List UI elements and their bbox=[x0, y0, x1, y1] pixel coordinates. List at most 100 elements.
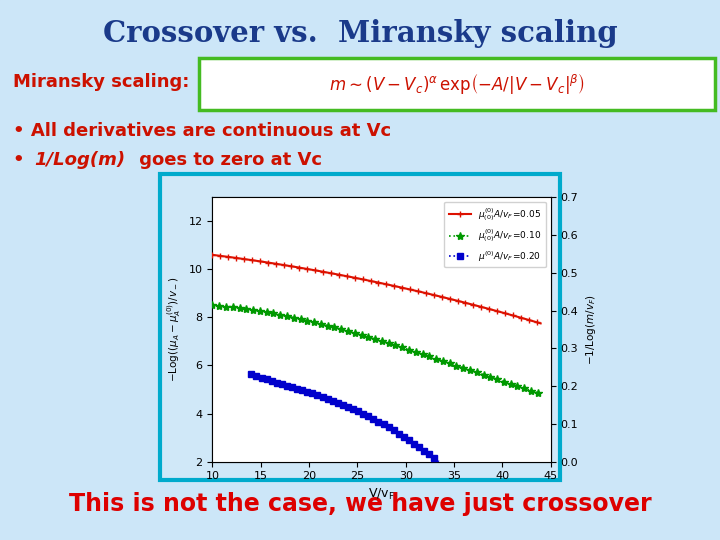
Bar bbox=[0, 2, 720, 9]
Bar bbox=[0, 0, 720, 6]
Bar bbox=[0, 0, 720, 6]
Bar bbox=[0, 1, 720, 7]
Bar bbox=[0, 3, 720, 9]
Bar bbox=[0, 0, 720, 6]
Bar bbox=[0, 1, 720, 8]
Bar bbox=[0, 3, 720, 10]
Bar bbox=[0, 0, 720, 6]
Bar bbox=[0, 2, 720, 9]
Bar bbox=[0, 1, 720, 7]
Text: This is not the case, we have just crossover: This is not the case, we have just cross… bbox=[68, 492, 652, 516]
FancyBboxPatch shape bbox=[160, 174, 560, 480]
Bar bbox=[0, 3, 720, 9]
Bar bbox=[0, 4, 720, 11]
Bar bbox=[0, 3, 720, 9]
Bar bbox=[0, 0, 720, 5]
Bar bbox=[0, 0, 720, 6]
Bar bbox=[0, 2, 720, 9]
Bar bbox=[0, 1, 720, 8]
Bar bbox=[0, 3, 720, 9]
Bar bbox=[0, 1, 720, 7]
Bar bbox=[0, 4, 720, 11]
Bar bbox=[0, 0, 720, 6]
Bar bbox=[0, 2, 720, 8]
Bar bbox=[0, 2, 720, 8]
Bar bbox=[0, 0, 720, 6]
Bar bbox=[0, 3, 720, 10]
Bar bbox=[0, 3, 720, 10]
Bar bbox=[0, 3, 720, 10]
Bar bbox=[0, 0, 720, 5]
Bar bbox=[0, 0, 720, 6]
Bar bbox=[0, 4, 720, 11]
Bar bbox=[0, 2, 720, 8]
Bar bbox=[0, 1, 720, 8]
Bar bbox=[0, 0, 720, 6]
Bar bbox=[0, 1, 720, 8]
Bar bbox=[0, 1, 720, 8]
Bar bbox=[0, 1, 720, 7]
Bar bbox=[0, 1, 720, 8]
Bar bbox=[0, 0, 720, 6]
Bar bbox=[0, 4, 720, 10]
Bar bbox=[0, 1, 720, 7]
Bar bbox=[0, 0, 720, 6]
Bar bbox=[0, 1, 720, 7]
Bar bbox=[0, 4, 720, 10]
Bar bbox=[0, 2, 720, 9]
Bar bbox=[0, 0, 720, 6]
Bar bbox=[0, 0, 720, 6]
Bar bbox=[0, 0, 720, 6]
Bar bbox=[0, 3, 720, 10]
Text: • All derivatives are continuous at Vc: • All derivatives are continuous at Vc bbox=[13, 122, 391, 139]
Bar bbox=[0, 0, 720, 6]
Bar bbox=[0, 4, 720, 11]
Bar bbox=[0, 0, 720, 5]
Bar bbox=[0, 3, 720, 9]
Text: Crossover vs.  Miransky scaling: Crossover vs. Miransky scaling bbox=[103, 19, 617, 48]
Bar bbox=[0, 3, 720, 10]
Bar bbox=[0, 1, 720, 7]
FancyBboxPatch shape bbox=[199, 58, 715, 110]
Bar bbox=[0, 4, 720, 10]
Bar bbox=[0, 0, 720, 5]
Bar bbox=[0, 2, 720, 9]
Bar bbox=[0, 3, 720, 10]
Bar bbox=[0, 3, 720, 9]
Bar bbox=[0, 1, 720, 7]
Bar bbox=[0, 1, 720, 8]
Bar bbox=[0, 4, 720, 10]
Bar bbox=[0, 3, 720, 9]
Bar bbox=[0, 0, 720, 5]
Bar bbox=[0, 2, 720, 9]
Bar bbox=[0, 3, 720, 10]
Bar bbox=[0, 3, 720, 9]
Bar bbox=[0, 1, 720, 8]
Bar bbox=[0, 1, 720, 8]
Text: •: • bbox=[13, 151, 31, 169]
Bar bbox=[0, 0, 720, 5]
Bar bbox=[0, 4, 720, 10]
Text: goes to zero at Vc: goes to zero at Vc bbox=[133, 151, 323, 169]
Bar bbox=[0, 2, 720, 8]
Bar bbox=[0, 1, 720, 7]
Bar bbox=[0, 2, 720, 8]
X-axis label: $\mathrm{V/v_F}$: $\mathrm{V/v_F}$ bbox=[368, 487, 395, 502]
Bar bbox=[0, 2, 720, 9]
Bar bbox=[0, 4, 720, 10]
Text: $m \sim (V - V_c)^\alpha \, \exp\!\left(-A/|V - V_c|^\beta\right)$: $m \sim (V - V_c)^\alpha \, \exp\!\left(… bbox=[329, 71, 585, 96]
Text: 1/Log(m): 1/Log(m) bbox=[35, 151, 126, 169]
Bar bbox=[0, 4, 720, 10]
Bar bbox=[0, 2, 720, 8]
Legend: $\mu^{(0)}_{(0)}A/v_F\!=\!0.05$, $\mu^{(0)}_{(0)}A/v_F\!=\!0.10$, $\mu^{(0)}_{}A: $\mu^{(0)}_{(0)}A/v_F\!=\!0.05$, $\mu^{(… bbox=[444, 201, 546, 267]
Bar bbox=[0, 1, 720, 8]
Bar bbox=[0, 2, 720, 9]
Bar bbox=[0, 2, 720, 8]
Bar bbox=[0, 4, 720, 10]
Bar bbox=[0, 0, 720, 6]
Bar bbox=[0, 3, 720, 10]
Bar bbox=[0, 4, 720, 10]
Bar bbox=[0, 2, 720, 8]
Y-axis label: $-\mathrm{Log}((\mu_A - \mu_A^{(0)})/v_-)$: $-\mathrm{Log}((\mu_A - \mu_A^{(0)})/v_-… bbox=[165, 276, 183, 382]
Bar bbox=[0, 0, 720, 6]
